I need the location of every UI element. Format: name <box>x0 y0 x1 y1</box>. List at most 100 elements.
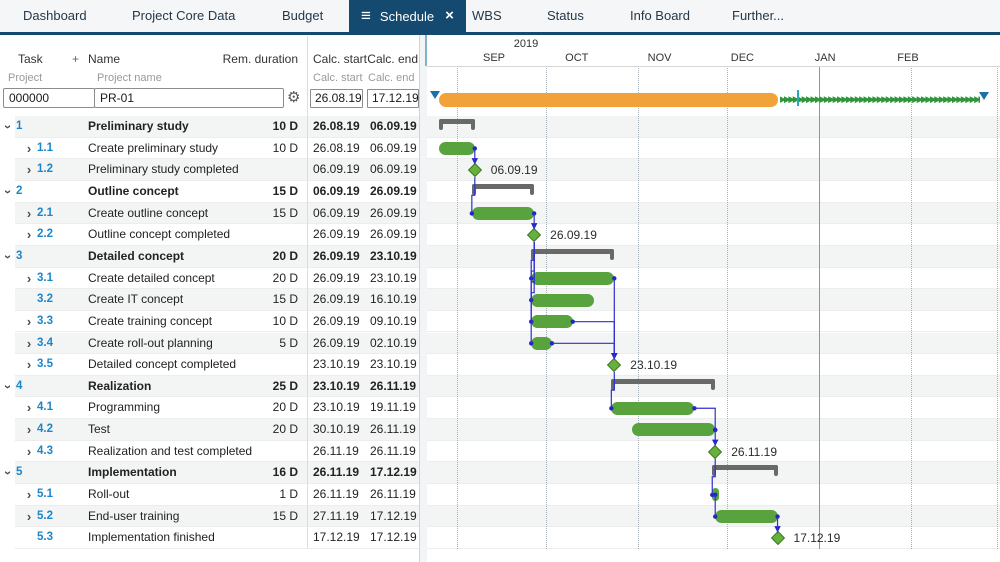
row-stripe <box>15 159 1000 181</box>
add-column-button[interactable]: + <box>72 52 80 66</box>
gantt-summary-bar[interactable] <box>531 248 615 260</box>
tab-project-core-data[interactable]: Project Core Data <box>132 8 236 23</box>
gantt-bar[interactable] <box>632 423 716 437</box>
table-column-divider <box>307 36 308 549</box>
task-row[interactable]: › 5.2 End-user training 15 D 27.11.19 17.12.1… <box>0 506 425 528</box>
task-row[interactable]: › 1.2 Preliminary study completed 06.09.19 0… <box>0 159 425 181</box>
row-stripe <box>15 116 1000 138</box>
task-duration: 10 D <box>272 119 298 133</box>
tab-info-board[interactable]: Info Board <box>630 8 690 23</box>
column-header-calc-end: Calc. end <box>367 52 418 66</box>
row-stripe <box>15 224 1000 246</box>
month-gridline <box>638 66 640 549</box>
gantt-bar[interactable] <box>611 401 695 415</box>
expand-chevron-icon[interactable]: › <box>26 443 32 459</box>
row-stripe <box>15 245 1000 268</box>
task-duration: 20 D <box>272 248 298 263</box>
gantt-bar[interactable] <box>531 315 573 329</box>
expand-chevron-icon[interactable]: › <box>26 422 32 438</box>
close-icon[interactable]: × <box>445 7 454 24</box>
task-row[interactable]: › 3.3 Create training concept 10 D 26.09.19 0… <box>0 311 425 333</box>
task-row[interactable]: › 3.4 Create roll-out planning 5 D 26.09.19 0… <box>0 333 425 355</box>
expand-chevron-icon[interactable]: › <box>26 400 32 416</box>
task-calc-start: 26.11.19 <box>313 465 360 480</box>
task-duration: 1 D <box>279 487 298 502</box>
task-row[interactable]: › 2.1 Create outline concept 15 D 06.09.19 26… <box>0 203 425 225</box>
project-calc-start-field[interactable]: 26.08.19 <box>310 89 363 108</box>
task-row[interactable]: › 4.1 Programming 20 D 23.10.19 19.11.19 <box>0 397 425 419</box>
project-end-marker-icon <box>979 92 989 100</box>
task-calc-start: 26.09.19 <box>313 227 360 242</box>
tab-status[interactable]: Status <box>547 8 584 23</box>
gantt-summary-bar[interactable] <box>712 465 778 477</box>
task-duration <box>225 159 298 181</box>
tab-dashboard[interactable]: Dashboard <box>23 8 87 23</box>
project-calc-end-field[interactable]: 17.12.19 <box>367 89 419 108</box>
wbs-number: 4 <box>16 379 23 392</box>
expand-chevron-icon[interactable]: › <box>26 140 32 156</box>
gantt-bar[interactable] <box>712 488 720 502</box>
task-row[interactable]: 5.3 Implementation finished 17.12.19 17.12.… <box>0 527 425 549</box>
expand-chevron-icon[interactable]: › <box>26 357 32 373</box>
task-calc-end: 09.10.19 <box>370 313 417 328</box>
gantt-bar[interactable] <box>531 271 615 285</box>
task-row[interactable]: › 1.1 Create preliminary study 10 D 26.08.19… <box>0 138 425 160</box>
expand-chevron-icon[interactable]: › <box>26 162 32 178</box>
project-id-input[interactable] <box>3 88 95 108</box>
tab-schedule[interactable]: ≡ Schedule × <box>349 0 466 32</box>
expand-chevron-icon[interactable]: › <box>26 270 32 286</box>
task-calc-end: 17.12.19 <box>370 508 417 523</box>
project-name-input[interactable] <box>94 88 284 108</box>
task-calc-end: 26.11.19 <box>370 378 417 393</box>
subheader-calc-start: Calc. start <box>313 72 363 84</box>
project-bar[interactable] <box>439 93 778 107</box>
table-chart-splitter[interactable] <box>419 35 427 562</box>
task-row[interactable]: › 4 Realization 25 D 23.10.19 26.11.19 <box>0 376 425 398</box>
task-row[interactable]: › 5.1 Roll-out 1 D 26.11.19 26.11.19 <box>0 484 425 506</box>
gantt-summary-bar[interactable] <box>471 183 535 195</box>
gantt-summary-bar[interactable] <box>611 378 716 390</box>
task-row[interactable]: › 2.2 Outline concept completed 26.09.19 26.… <box>0 224 425 246</box>
task-row[interactable]: › 2 Outline concept 15 D 06.09.19 26.09.19 <box>0 181 425 203</box>
task-row[interactable]: › 1 Preliminary study 10 D 26.08.19 06.09.19 <box>0 116 425 138</box>
expand-chevron-icon[interactable]: › <box>26 487 32 503</box>
gantt-bar[interactable] <box>531 293 594 307</box>
row-stripe <box>15 527 1000 549</box>
expand-chevron-icon[interactable]: › <box>26 227 32 243</box>
tab-budget[interactable]: Budget <box>282 8 324 23</box>
task-row[interactable]: › 3.1 Create detailed concept 20 D 26.09.19 2… <box>0 268 425 290</box>
gantt-bar[interactable] <box>439 141 475 155</box>
splitter-line <box>419 35 420 562</box>
wbs-number: 5.2 <box>37 509 53 522</box>
tab-further[interactable]: Further... <box>732 8 785 23</box>
tab-wbs[interactable]: WBS <box>472 8 502 23</box>
task-calc-end: 17.12.19 <box>370 530 417 545</box>
expand-chevron-icon[interactable]: › <box>26 313 32 329</box>
gantt-bar[interactable] <box>471 206 535 220</box>
row-stripe <box>15 441 1000 463</box>
month-label: FEB <box>897 52 919 64</box>
column-header-name: Name <box>88 52 121 66</box>
year-boundary-gridline <box>819 66 821 549</box>
task-row[interactable]: › 3.5 Detailed concept completed 23.10.19 23… <box>0 354 425 376</box>
task-name: Create IT concept <box>88 292 184 307</box>
task-row[interactable]: › 4.3 Realization and test completed 26.11.… <box>0 441 425 463</box>
month-label: OCT <box>565 52 589 64</box>
task-row[interactable]: › 4.2 Test 20 D 30.10.19 26.11.19 <box>0 419 425 441</box>
project-settings-gear-icon[interactable]: ⚙ <box>287 89 301 106</box>
expand-chevron-icon[interactable]: › <box>26 205 32 221</box>
task-row[interactable]: 3.2 Create IT concept 15 D 26.09.19 16.10.19 <box>0 289 425 311</box>
wbs-number: 1.1 <box>37 141 53 154</box>
task-name: Create roll-out planning <box>88 335 213 350</box>
expand-chevron-icon[interactable]: › <box>26 508 32 524</box>
gantt-bar[interactable] <box>531 336 552 350</box>
gantt-bar[interactable] <box>715 510 778 524</box>
task-name: Realization <box>88 378 152 393</box>
gantt-summary-bar[interactable] <box>439 118 475 130</box>
task-calc-start: 27.11.19 <box>313 508 359 523</box>
task-row[interactable]: › 5 Implementation 16 D 26.11.19 17.12.19 <box>0 462 425 484</box>
task-row[interactable]: › 3 Detailed concept 20 D 26.09.19 23.10.19 <box>0 246 425 268</box>
month-gridline <box>727 66 729 549</box>
task-duration <box>225 224 298 246</box>
expand-chevron-icon[interactable]: › <box>26 335 32 351</box>
